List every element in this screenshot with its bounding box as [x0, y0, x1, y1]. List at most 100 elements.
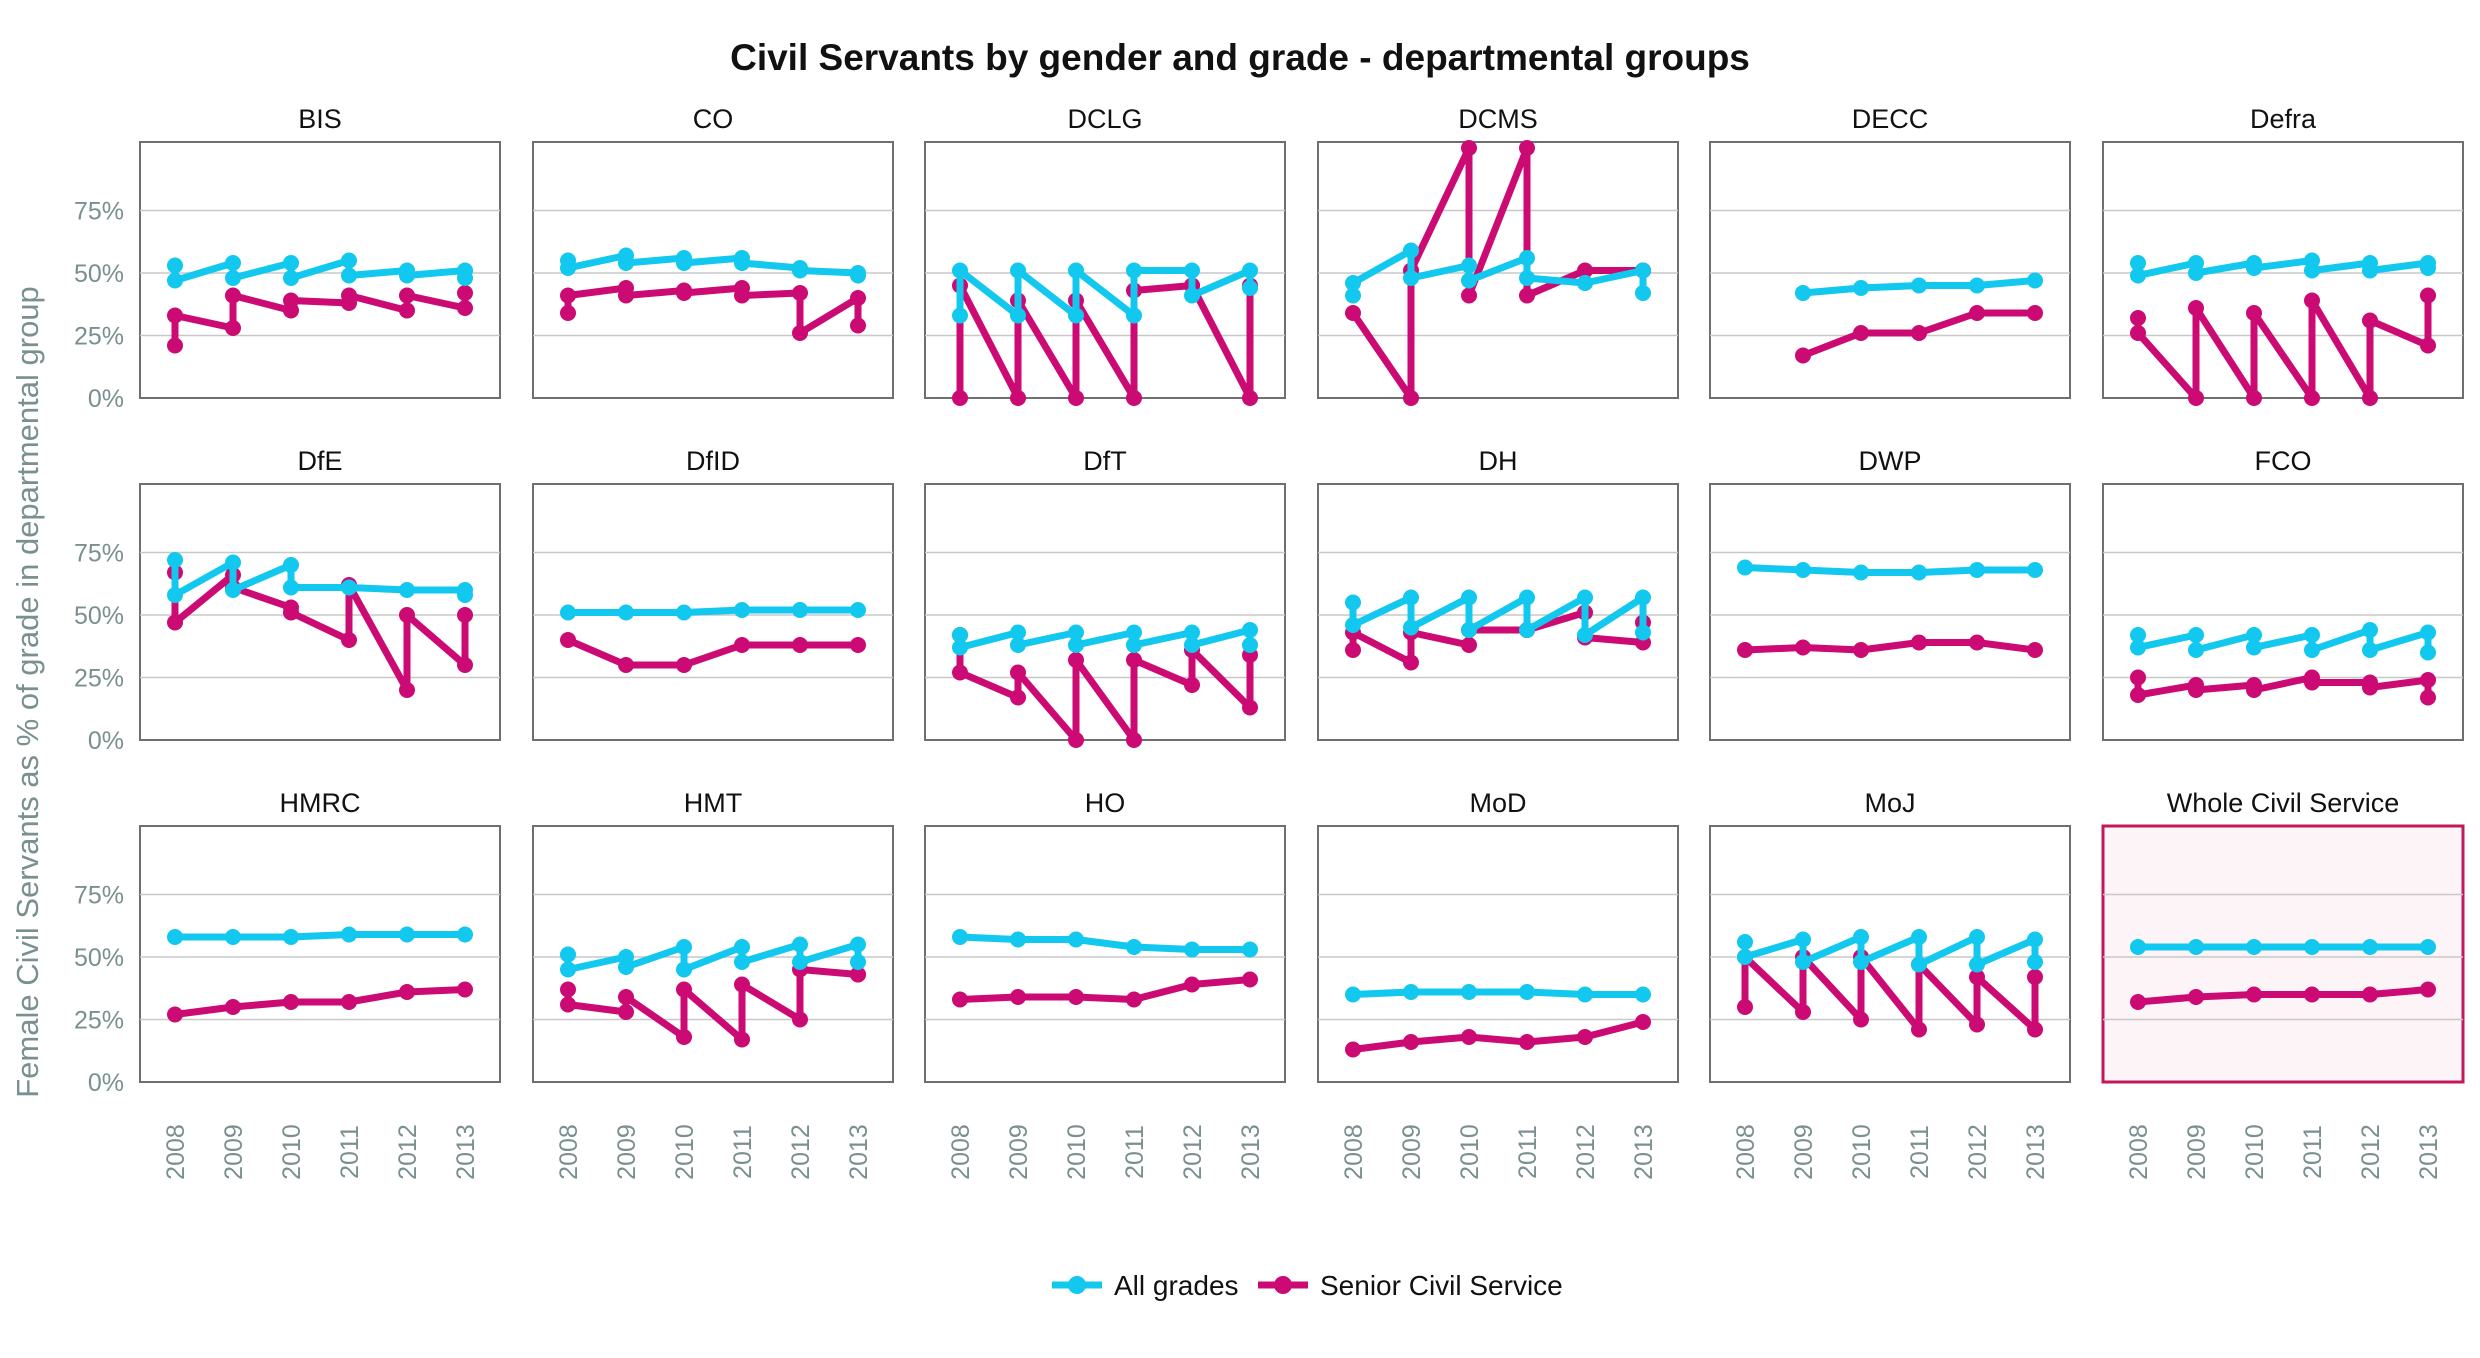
x-tick-label: 2009 — [1790, 1124, 1818, 1180]
data-point-senior — [560, 981, 576, 998]
panel-frame — [1709, 141, 2071, 399]
x-tick-label: 2010 — [2241, 1124, 2269, 1180]
data-point-senior — [225, 999, 241, 1015]
data-point-all-grades — [1635, 624, 1651, 641]
data-point-all-grades — [1403, 242, 1419, 259]
panel-frame — [2101, 824, 2465, 1084]
data-point-all-grades — [734, 954, 750, 970]
data-point-all-grades — [1635, 589, 1651, 606]
panel-dwp: DWP — [1709, 446, 2071, 741]
data-point-all-grades — [1911, 929, 1927, 945]
data-point-all-grades — [1795, 954, 1811, 970]
data-point-senior — [1737, 999, 1753, 1015]
data-point-senior — [1461, 287, 1477, 304]
data-point-all-grades — [1635, 986, 1651, 1003]
data-point-senior — [1737, 642, 1753, 658]
data-point-senior — [1635, 1014, 1651, 1030]
data-point-all-grades — [2304, 642, 2320, 658]
data-point-senior — [167, 307, 183, 324]
data-point-all-grades — [1853, 280, 1869, 296]
data-point-all-grades — [1242, 280, 1258, 296]
data-point-all-grades — [1635, 285, 1651, 301]
data-point-senior — [2188, 390, 2204, 406]
series-line-senior — [171, 569, 469, 694]
data-point-all-grades — [2130, 939, 2146, 955]
data-point-all-grades — [676, 604, 692, 621]
data-point-all-grades — [1519, 984, 1535, 1000]
x-tick-label: 2012 — [394, 1124, 422, 1180]
y-tick-label: 25% — [74, 665, 124, 693]
data-point-senior — [457, 300, 473, 316]
data-point-senior — [457, 657, 473, 673]
legend-label: All grades — [1114, 1270, 1239, 1301]
data-point-senior — [792, 1011, 808, 1028]
panel-hmt: HMT 2008 2009 2010 2011 2012 2013 — [532, 788, 894, 1180]
data-point-all-grades — [1911, 564, 1927, 581]
x-tick-label: 2012 — [787, 1124, 815, 1180]
data-point-all-grades — [1577, 627, 1593, 643]
data-point-senior — [792, 325, 808, 341]
data-point-all-grades — [2362, 622, 2378, 638]
data-point-senior — [2420, 981, 2436, 998]
data-point-senior — [1345, 642, 1361, 658]
series-line-senior — [1741, 953, 2039, 1033]
data-point-senior — [1795, 347, 1811, 364]
panel-frame — [924, 825, 1286, 1083]
data-point-senior — [1519, 140, 1535, 156]
data-point-all-grades — [283, 579, 299, 596]
data-point-all-grades — [560, 946, 576, 963]
data-point-senior — [283, 994, 299, 1010]
series-line-senior — [2134, 292, 2432, 402]
y-tick-label: 50% — [74, 944, 124, 972]
data-point-senior — [2420, 337, 2436, 354]
legend-item-senior-civil-service: Senior Civil Service — [1258, 1270, 1563, 1301]
series-line-all-grades — [956, 933, 1254, 953]
panel-frame — [139, 483, 501, 741]
panel-frame — [139, 825, 501, 1083]
data-point-all-grades — [2246, 627, 2262, 643]
panel-title: HMRC — [280, 788, 361, 818]
data-point-senior — [1345, 305, 1361, 321]
data-point-senior — [283, 604, 299, 621]
data-point-all-grades — [1184, 262, 1200, 279]
panel-title: DfE — [297, 446, 342, 476]
data-point-all-grades — [734, 602, 750, 618]
series-line-all-grades — [171, 556, 469, 599]
series-line-all-grades — [956, 267, 1254, 319]
data-point-senior — [225, 287, 241, 304]
data-point-senior — [2362, 312, 2378, 329]
panel-title: FCO — [2255, 446, 2312, 476]
data-point-all-grades — [1519, 250, 1535, 266]
data-point-senior — [1068, 989, 1084, 1005]
panel-title: DH — [1479, 446, 1518, 476]
legend-marker — [1274, 1276, 1292, 1294]
series-line-senior — [171, 986, 469, 1018]
data-point-all-grades — [1461, 984, 1477, 1000]
series-line-senior — [564, 284, 862, 337]
data-point-senior — [1911, 325, 1927, 341]
panel-dcms: DCMS — [1317, 104, 1679, 406]
x-tick-label: 2010 — [671, 1124, 699, 1180]
data-point-senior — [952, 664, 968, 681]
data-point-senior — [560, 996, 576, 1013]
data-point-all-grades — [1126, 624, 1142, 641]
data-point-senior — [850, 317, 866, 334]
data-point-senior — [341, 632, 357, 648]
x-tick-label: 2013 — [2022, 1124, 2050, 1180]
data-point-all-grades — [399, 582, 415, 598]
data-point-all-grades — [1795, 562, 1811, 578]
data-point-all-grades — [2420, 939, 2436, 955]
x-tick-label: 2013 — [1630, 1124, 1658, 1180]
data-point-senior — [1461, 637, 1477, 653]
data-point-all-grades — [2188, 627, 2204, 643]
data-point-senior — [560, 287, 576, 304]
x-tick-label: 2012 — [1572, 1124, 1600, 1180]
data-point-all-grades — [1461, 272, 1477, 289]
data-point-senior — [1853, 325, 1869, 341]
x-tick-label: 2013 — [845, 1124, 873, 1180]
x-tick-label: 2008 — [2125, 1124, 2153, 1180]
data-point-all-grades — [1519, 622, 1535, 638]
data-point-all-grades — [1126, 939, 1142, 955]
data-point-all-grades — [2246, 939, 2262, 955]
